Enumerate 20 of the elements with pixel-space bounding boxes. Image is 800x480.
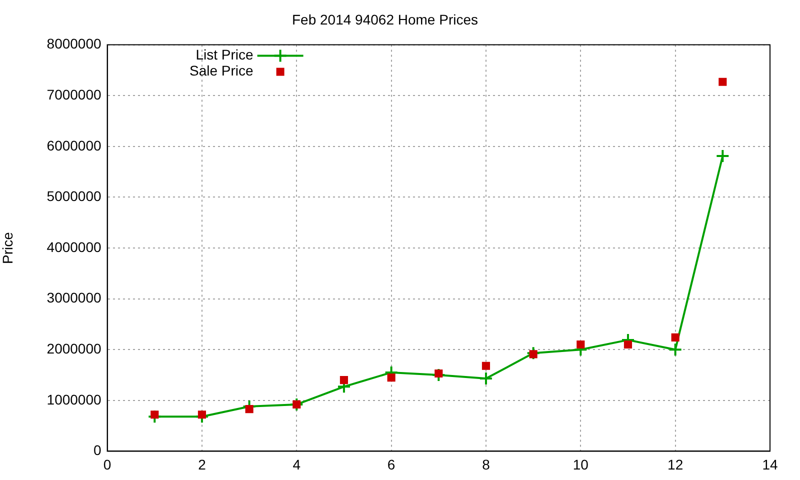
y-tick-label: 6000000 <box>46 137 102 154</box>
y-tick-label: 2000000 <box>46 340 102 356</box>
x-tick-label: 2 <box>198 456 206 472</box>
x-tick-label: 6 <box>387 456 396 472</box>
x-tick-label: 8 <box>482 456 490 472</box>
y-tick-label: 8000000 <box>46 36 102 52</box>
y-tick-label: 5000000 <box>46 188 102 204</box>
x-tick-label: 12 <box>668 456 684 472</box>
y-tick-label: 4000000 <box>46 238 102 255</box>
legend-label: Sale Price <box>189 62 254 79</box>
y-axis-title: Price <box>0 232 16 264</box>
x-tick-label: 14 <box>762 456 778 472</box>
legend-label: List Price <box>196 46 254 63</box>
y-tick-label: 0 <box>94 442 102 458</box>
y-tick-label: 7000000 <box>46 86 102 102</box>
y-tick-label: 1000000 <box>46 391 102 408</box>
y-tick-label: 3000000 <box>46 290 102 306</box>
x-tick-label: 4 <box>292 456 301 472</box>
x-tick-label: 10 <box>572 456 589 472</box>
chart-title: Feb 2014 94062 Home Prices <box>292 11 478 28</box>
